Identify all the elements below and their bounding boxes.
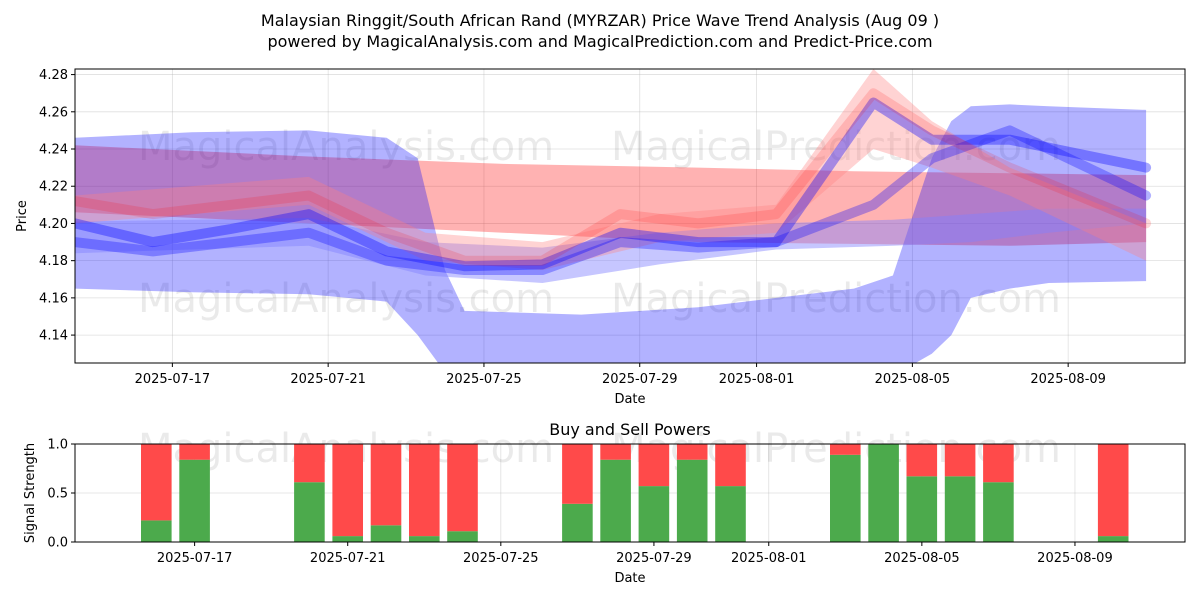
sell-bar <box>141 444 172 521</box>
price-y-tick-label: 4.18 <box>39 254 68 269</box>
price-x-tick-label: 2025-07-17 <box>135 372 211 387</box>
price-x-tick-label: 2025-07-29 <box>602 372 678 387</box>
buy-bar <box>906 476 938 542</box>
buy-bar <box>830 454 861 542</box>
signal-x-tick-label: 2025-07-29 <box>616 551 692 566</box>
price-y-tick-label: 4.20 <box>39 217 68 232</box>
signal-x-label: Date <box>614 571 645 586</box>
buy-bar <box>370 525 402 542</box>
sell-bar <box>638 444 670 487</box>
buy-bar <box>868 444 899 542</box>
buy-bar <box>447 531 478 542</box>
signal-x-ticks: 2025-07-17 2025-07-21 2025-07-25 2025-07-29… <box>157 542 1113 566</box>
signal-x-tick-label: 2025-08-01 <box>731 551 807 566</box>
watermark-prediction-top: MagicalPrediction.com <box>611 124 1061 170</box>
price-y-tick-label: 4.26 <box>39 105 68 120</box>
price-x-label: Date <box>614 392 645 407</box>
buy-bar <box>600 459 631 542</box>
buy-bar <box>294 482 325 542</box>
sell-bar <box>294 444 325 483</box>
sell-bar <box>830 444 861 455</box>
chart-title-line1: Malaysian Ringgit/South African Rand (MY… <box>261 11 939 30</box>
price-band-1 <box>75 104 1147 363</box>
price-y-tick-label: 4.28 <box>39 68 68 83</box>
signal-y-label: Signal Strength <box>23 443 38 543</box>
price-band-3 <box>75 69 1147 270</box>
signal-x-tick-label: 2025-07-25 <box>463 551 539 566</box>
price-x-tick-label: 2025-07-25 <box>446 372 522 387</box>
price-wave-line-0 <box>75 97 1152 272</box>
price-x-ticks: 2025-07-17 2025-07-21 2025-07-25 2025-07-29… <box>135 363 1106 387</box>
signal-x-tick-label: 2025-07-17 <box>157 551 233 566</box>
price-band-2 <box>75 208 1147 283</box>
signal-y-tick-label: 1.0 <box>47 438 68 453</box>
watermark-analysis-mid: MagicalAnalysis.com <box>138 276 554 322</box>
signal-bars <box>141 444 1129 542</box>
price-y-tick-label: 4.16 <box>39 291 68 306</box>
buy-bar <box>983 482 1014 542</box>
chart-title-line2: powered by MagicalAnalysis.com and Magic… <box>267 32 932 51</box>
watermark-prediction-mid: MagicalPrediction.com <box>611 276 1061 322</box>
signal-title: Buy and Sell Powers <box>549 420 711 439</box>
price-wave-line-2 <box>75 88 1152 266</box>
signal-panel: Buy and Sell Powers MagicalAnalysis.com … <box>23 420 1186 586</box>
price-x-tick-label: 2025-08-05 <box>875 372 951 387</box>
buy-bar <box>715 486 746 542</box>
sell-bar <box>447 444 478 532</box>
sell-bar <box>944 444 976 477</box>
price-panel: MagicalAnalysis.com MagicalPrediction.co… <box>15 68 1186 407</box>
buy-bar <box>179 459 210 542</box>
buy-bar <box>676 459 708 542</box>
price-wave-line-1 <box>75 125 1152 275</box>
price-y-tick-label: 4.14 <box>39 329 68 344</box>
price-y-label: Price <box>15 200 30 232</box>
sell-bar <box>332 444 363 537</box>
price-x-tick-label: 2025-07-21 <box>290 372 366 387</box>
sell-bar <box>600 444 631 460</box>
watermark-analysis-top: MagicalAnalysis.com <box>138 124 554 170</box>
signal-x-tick-label: 2025-08-09 <box>1037 551 1113 566</box>
sell-bar <box>906 444 938 477</box>
sell-bar <box>1097 444 1129 537</box>
sell-bar <box>179 444 210 460</box>
price-y-tick-label: 4.22 <box>39 180 68 195</box>
signal-y-ticks: 0.0 0.5 1.0 <box>47 438 75 551</box>
signal-x-tick-label: 2025-08-05 <box>884 551 960 566</box>
sell-bar <box>562 444 593 504</box>
buy-bar <box>409 536 440 542</box>
price-y-ticks: 4.14 4.16 4.18 4.20 4.22 4.24 4.26 4.28 <box>39 68 75 344</box>
price-x-tick-label: 2025-08-09 <box>1030 372 1106 387</box>
buy-bar <box>332 536 363 542</box>
sell-bar <box>370 444 402 526</box>
buy-bar <box>562 503 593 542</box>
price-grid <box>75 69 1185 363</box>
buy-bar <box>638 486 670 542</box>
signal-x-tick-label: 2025-07-21 <box>310 551 386 566</box>
buy-bar <box>944 476 976 542</box>
sell-bar <box>983 444 1014 483</box>
signal-y-tick-label: 0.0 <box>47 536 68 551</box>
sell-bar <box>676 444 708 460</box>
buy-bar <box>1097 536 1129 542</box>
price-band-0 <box>75 145 1147 246</box>
price-y-tick-label: 4.24 <box>39 143 68 158</box>
signal-y-tick-label: 0.5 <box>47 487 68 502</box>
sell-bar <box>715 444 746 487</box>
price-axes-frame <box>74 68 1186 364</box>
price-bands <box>75 69 1152 363</box>
buy-bar <box>141 520 172 542</box>
sell-bar <box>409 444 440 537</box>
price-x-tick-label: 2025-08-01 <box>719 372 795 387</box>
